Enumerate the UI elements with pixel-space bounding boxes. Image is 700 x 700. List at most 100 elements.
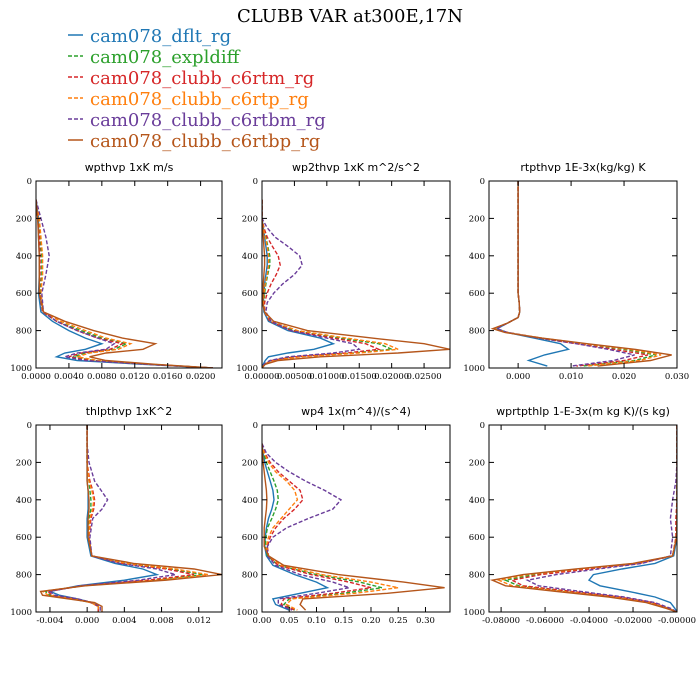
series-group (262, 443, 445, 611)
panel-title: wp4 1x(m^4)/(s^4) (301, 405, 411, 418)
x-tick-label: 0.020 (612, 372, 636, 382)
legend-label-4: cam078_clubb_c6rtbm_rg (90, 110, 326, 131)
series-line-4 (262, 199, 361, 368)
series-line-3 (496, 425, 677, 612)
y-tick-label: 800 (242, 571, 258, 581)
y-tick-label: 800 (242, 327, 258, 337)
series-line-4 (48, 425, 176, 612)
plot-frame (261, 424, 451, 613)
x-tick-label: 0.000 (506, 372, 530, 382)
panel-title: rtpthvp 1E-3x(kg/kg) K (520, 161, 646, 174)
x-tick-label: 0.010 (559, 372, 583, 382)
panel-title: thlpthvp 1xK^2 (86, 405, 173, 418)
x-tick-label: 0.25 (389, 616, 408, 626)
y-tick-label: 1000 (10, 608, 32, 618)
series-line-1 (262, 199, 392, 368)
y-tick-label: 0 (480, 177, 485, 187)
x-tick-label: -0.06000 (526, 616, 564, 626)
y-tick-label: 600 (469, 289, 485, 299)
panel-3: thlpthvp 1xK^2 0 200 400 600 800 1000 -0.004 0.0… (10, 405, 223, 626)
y-tick-label: 1000 (463, 364, 485, 374)
y-tick-label: 800 (16, 571, 32, 581)
series-group (36, 199, 213, 368)
y-tick-label: 200 (242, 214, 258, 224)
x-tick-label: 0.02500 (406, 372, 441, 382)
y-tick-label: 200 (16, 214, 32, 224)
series-line-5 (489, 425, 677, 612)
legend-label-2: cam078_clubb_c6rtm_rg (90, 68, 314, 89)
series-line-5 (490, 181, 672, 367)
x-tick-label: 0.05 (280, 616, 299, 626)
y-tick-label: 400 (242, 496, 258, 506)
y-tick-label: 200 (469, 458, 485, 468)
x-tick-label: 0.0040 (54, 372, 84, 382)
figure-title: CLUBB VAR at300E,17N (237, 6, 463, 27)
y-tick-label: 400 (469, 252, 485, 262)
y-tick-label: 1000 (10, 364, 32, 374)
series-line-5 (39, 425, 222, 612)
legend-label-1: cam078_expldiff (90, 47, 241, 68)
x-tick-label: 0.02000 (374, 372, 409, 382)
x-tick-label: -0.08000 (482, 616, 520, 626)
x-tick-label: 0.0160 (153, 372, 183, 382)
panel-1: wp2thvp 1xK m^2/s^2020040060080010000.00… (236, 161, 451, 382)
series-line-1 (43, 425, 204, 612)
panel-title: wprtpthlp 1-E-3x(m kg K)/(s kg) (496, 405, 670, 418)
panel-title: wpthvp 1xK m/s (85, 161, 174, 174)
series-group (262, 199, 450, 368)
x-tick-label: 0.004 (112, 616, 136, 626)
y-tick-label: 600 (16, 533, 32, 543)
y-tick-label: 400 (16, 252, 32, 262)
y-tick-label: 800 (16, 327, 32, 337)
series-line-2 (262, 199, 382, 368)
x-tick-label: 0.00 (253, 616, 272, 626)
legend-label-0: cam078_dflt_rg (90, 26, 231, 47)
y-tick-label: 1000 (463, 608, 485, 618)
series-group (489, 425, 677, 612)
y-tick-label: 800 (469, 327, 485, 337)
y-tick-label: 600 (242, 533, 258, 543)
series-line-4 (262, 443, 350, 611)
series-line-0 (495, 181, 571, 367)
x-tick-label: 0.00000 (244, 372, 279, 382)
series-line-4 (36, 199, 213, 368)
x-tick-label: 0.10 (307, 616, 326, 626)
x-tick-label: 0.012 (187, 616, 211, 626)
series-line-3 (262, 443, 399, 611)
x-tick-label: 0.01500 (342, 372, 377, 382)
x-tick-label: 0.000 (75, 616, 99, 626)
x-tick-label: 0.15 (334, 616, 353, 626)
y-tick-label: 200 (469, 214, 485, 224)
series-line-2 (262, 443, 372, 611)
y-tick-label: 0 (27, 421, 32, 431)
series-group (490, 181, 672, 367)
x-tick-label: 0.0120 (120, 372, 150, 382)
x-tick-label: -0.04000 (570, 616, 608, 626)
x-tick-label: 0.01000 (309, 372, 344, 382)
series-line-0 (262, 199, 336, 368)
plot-frame (35, 424, 223, 613)
panels: wpthvp 1xK m/s 0 200 400 600 800 1000 0.000 0 0.0… (10, 161, 696, 626)
legend-label-3: cam078_clubb_c6rtp_rg (90, 89, 309, 110)
series-line-1 (503, 425, 677, 612)
y-tick-label: 800 (469, 571, 485, 581)
series-line-4 (525, 425, 677, 612)
series-line-3 (36, 199, 213, 368)
series-line-1 (36, 199, 213, 368)
series-line-2 (492, 181, 649, 367)
legend-label-5: cam078_clubb_c6rtbp_rg (90, 131, 320, 152)
y-tick-label: 600 (16, 289, 32, 299)
plot-frame (488, 424, 678, 613)
y-tick-label: 1000 (236, 364, 258, 374)
series-group (39, 425, 222, 612)
x-tick-label: 0.0080 (87, 372, 117, 382)
y-tick-label: 400 (242, 252, 258, 262)
y-tick-label: 1000 (236, 608, 258, 618)
series-line-2 (509, 425, 677, 612)
y-tick-label: 600 (242, 289, 258, 299)
panel-2: rtpthvp 1E-3x(kg/kg) K 0 200 400 600 800 1000 0… (463, 161, 689, 382)
series-line-0 (587, 425, 677, 612)
